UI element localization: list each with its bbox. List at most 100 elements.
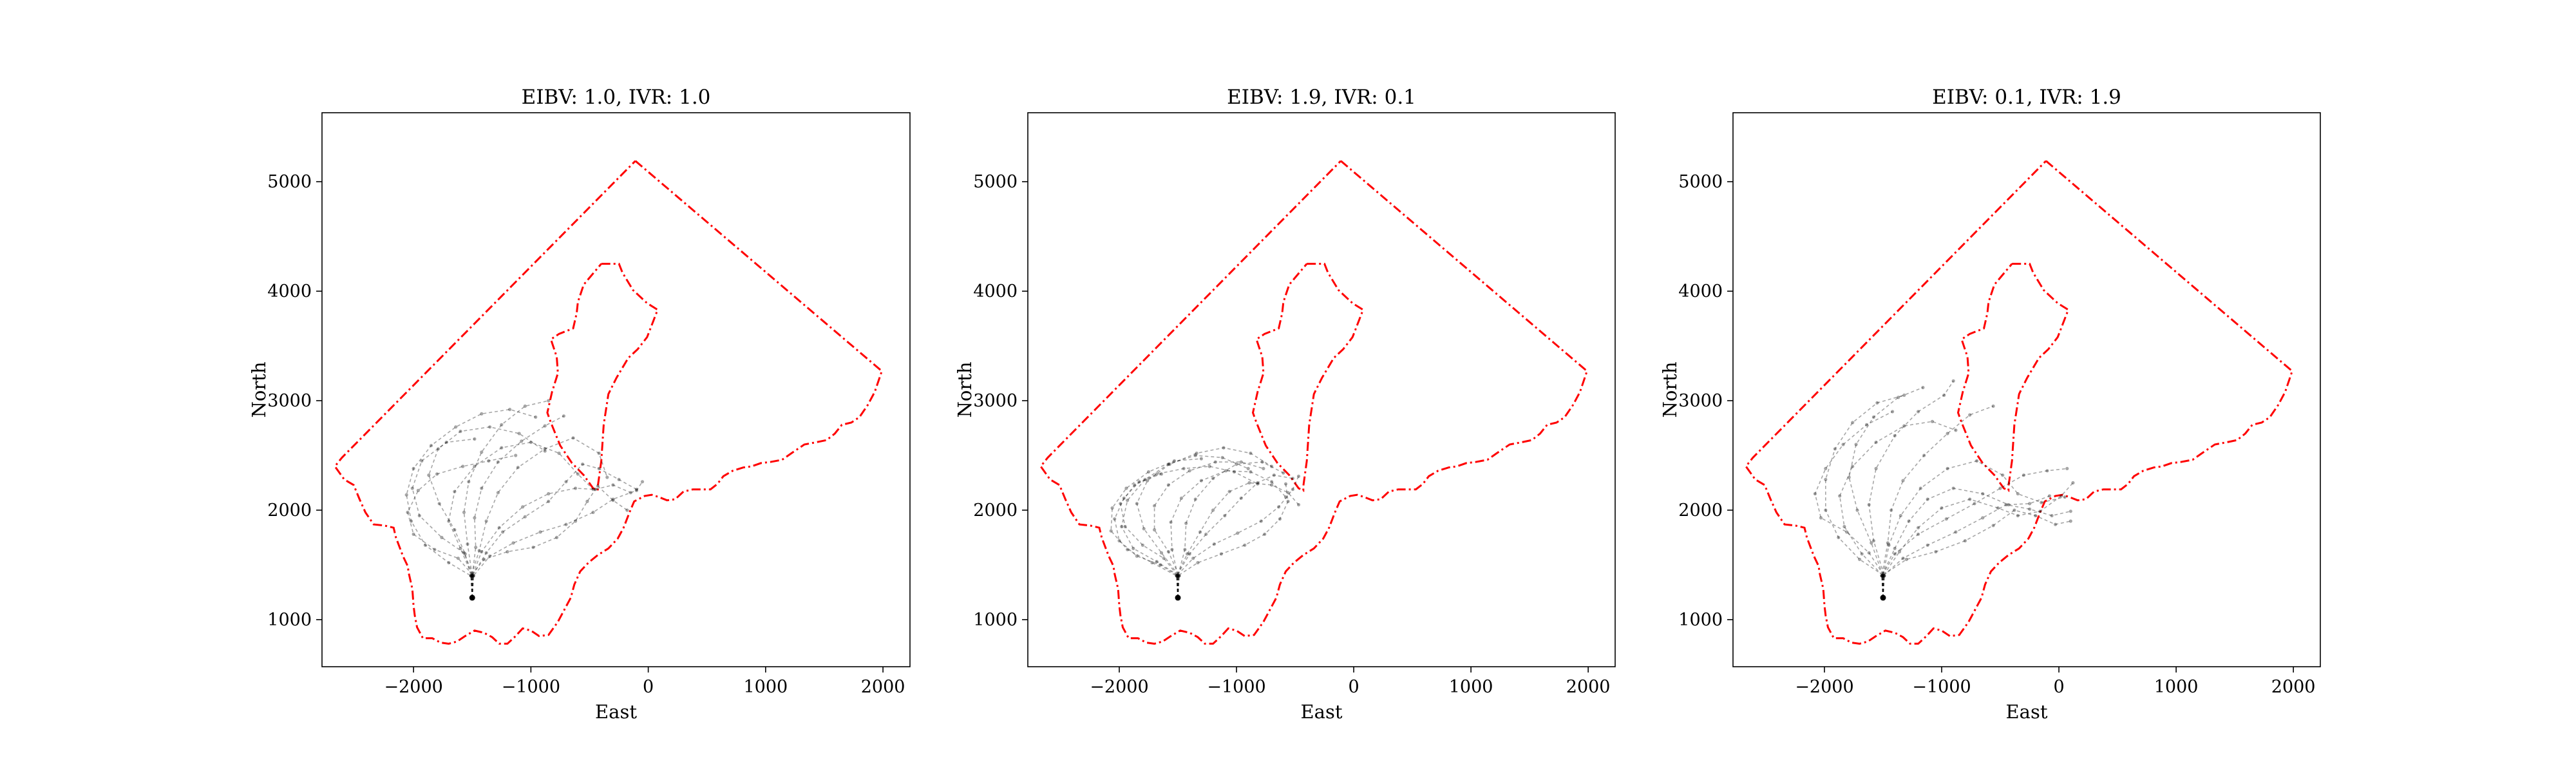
panel-1-waypoint xyxy=(617,477,621,482)
panel-1-axes-frame xyxy=(321,112,911,667)
panel-3-waypoint xyxy=(1871,539,1875,543)
panel-1-waypoint xyxy=(433,548,437,551)
panel-3-waypoint xyxy=(1897,396,1900,399)
panel-2-trajectory-4 xyxy=(1170,470,1287,598)
panel-1-waypoint xyxy=(462,510,466,515)
panel-3-waypoint xyxy=(1886,541,1889,545)
panel-3-waypoint xyxy=(1926,543,1929,547)
panel-2-x-tick-label: 2000 xyxy=(1566,677,1611,697)
panel-2-waypoint xyxy=(1208,464,1211,468)
panel-1-x-tick-label: 0 xyxy=(643,677,654,697)
panel-1-waypoint xyxy=(469,574,473,578)
panel-2-waypoint xyxy=(1260,460,1264,464)
panel-3-axes-frame xyxy=(1732,112,2321,667)
panel-2-waypoint xyxy=(1153,528,1157,532)
panel-2-waypoint xyxy=(1270,464,1274,468)
panel-3-waypoint xyxy=(1893,552,1897,556)
panel-2-waypoint xyxy=(1256,482,1260,486)
panel-1-waypoint xyxy=(409,519,413,523)
panel-3-outer-boundary xyxy=(1745,160,2294,645)
panel-2-waypoint xyxy=(1277,505,1281,509)
panel-2-trajectory-12 xyxy=(1113,473,1179,598)
panel-2-waypoint xyxy=(1227,490,1231,493)
panel-2-trajectory-7 xyxy=(1177,461,1284,598)
panel-2-waypoint xyxy=(1172,459,1177,463)
panel-1-waypoint xyxy=(473,437,477,441)
panel-3-waypoint xyxy=(2001,473,2005,477)
panel-1-waypoint xyxy=(469,574,473,578)
panel-1-waypoint xyxy=(470,574,474,578)
panel-1-waypoint xyxy=(538,530,542,534)
panel-1-waypoint xyxy=(521,505,525,509)
panel-2-waypoint xyxy=(1211,508,1215,512)
panel-2-waypoint xyxy=(1270,483,1274,487)
panel-1-y-tick-label: 5000 xyxy=(267,172,312,192)
panel-3-waypoint xyxy=(1847,475,1851,479)
panel-1-waypoint xyxy=(516,466,520,470)
panel-2-y-tick-label: 5000 xyxy=(973,172,1018,192)
panel-3-x-tick-label: −1000 xyxy=(1912,677,1971,697)
panel-1-waypoint xyxy=(404,493,408,497)
panel-2-title: EIBV: 1.9, IVR: 0.1 xyxy=(1227,86,1416,109)
panel-2-y-axis-label: North xyxy=(954,361,976,417)
panel-1-waypoint xyxy=(531,546,535,549)
panel-1-waypoint xyxy=(482,557,486,562)
panel-3-waypoint xyxy=(1864,423,1869,427)
panel-2-trajectory-5 xyxy=(1176,475,1300,598)
panel-3-waypoint xyxy=(1881,574,1885,578)
panel-3-waypoint xyxy=(1917,526,1920,530)
panel-3-waypoint xyxy=(1882,574,1886,578)
panel-3-waypoint xyxy=(1946,432,1949,435)
panel-1-waypoint xyxy=(459,546,462,551)
panel-2-waypoint xyxy=(1175,574,1179,578)
panel-3-trajectory-12 xyxy=(1882,482,2074,598)
panel-3-waypoint xyxy=(1855,508,1859,512)
panel-1-waypoint xyxy=(473,516,477,520)
panel-3-trajectory-2 xyxy=(1881,488,2050,598)
panel-2-waypoint xyxy=(1232,470,1236,474)
panel-1-waypoint xyxy=(474,546,478,549)
panel-2-waypoint xyxy=(1170,548,1174,551)
panel-2-waypoint xyxy=(1235,463,1238,466)
panel-3-waypoint xyxy=(1922,453,1926,457)
panel-2-waypoint xyxy=(1117,539,1121,543)
panel-2-waypoint xyxy=(1262,466,1265,471)
panel-1-waypoint xyxy=(634,488,639,493)
panel-1-waypoint xyxy=(416,488,421,493)
panel-2-waypoint xyxy=(1191,557,1195,560)
panel-2-island-boundary xyxy=(1251,263,1365,492)
panel-1-waypoint xyxy=(470,574,474,578)
panel-2-waypoint xyxy=(1193,453,1197,457)
panel-3-waypoint xyxy=(1867,551,1871,555)
panel-2-trajectory-2 xyxy=(1176,482,1300,598)
panel-1-y-axis-label: North xyxy=(248,361,270,417)
panel-2-waypoint xyxy=(1239,496,1243,500)
panel-1-waypoint xyxy=(520,439,524,443)
panel-3-waypoint xyxy=(2071,481,2075,485)
panel-1-waypoint xyxy=(454,425,458,429)
panel-3-trajectory-6 xyxy=(1868,380,1954,598)
panel-3-waypoint xyxy=(1998,486,2002,490)
panel-3-waypoint xyxy=(1954,530,1958,534)
panel-3-waypoint xyxy=(1874,466,1878,471)
panel-1-waypoint xyxy=(480,450,484,454)
panel-2-trajectory-11 xyxy=(1176,474,1293,598)
panel-3-waypoint xyxy=(1902,424,1906,428)
panel-2-waypoint xyxy=(1176,574,1180,578)
panel-2-waypoint xyxy=(1175,574,1179,578)
panel-2-waypoint xyxy=(1213,460,1217,464)
panel-2-waypoint xyxy=(1236,531,1240,535)
panel-2-waypoint xyxy=(1272,473,1276,477)
panel-2-waypoint xyxy=(1222,446,1226,450)
panel-3: EIBV: 0.1, IVR: 1.9 −2000 −1000 0 1000 2000 10… xyxy=(1659,86,2321,723)
panel-3-waypoint xyxy=(1975,459,1979,463)
panel-1-trajectory-9 xyxy=(471,463,637,598)
panel-1-waypoint xyxy=(581,463,585,466)
panel-1-waypoint xyxy=(471,574,475,578)
panel-2-y-tick-label: 2000 xyxy=(973,501,1018,520)
panel-2-waypoint xyxy=(1204,532,1208,536)
panel-2-plot-area xyxy=(1039,160,1589,645)
panel-2-waypoint xyxy=(1199,479,1203,482)
panel-3-y-tick-label: 3000 xyxy=(1678,391,1723,411)
panel-3-waypoint xyxy=(1874,441,1878,444)
